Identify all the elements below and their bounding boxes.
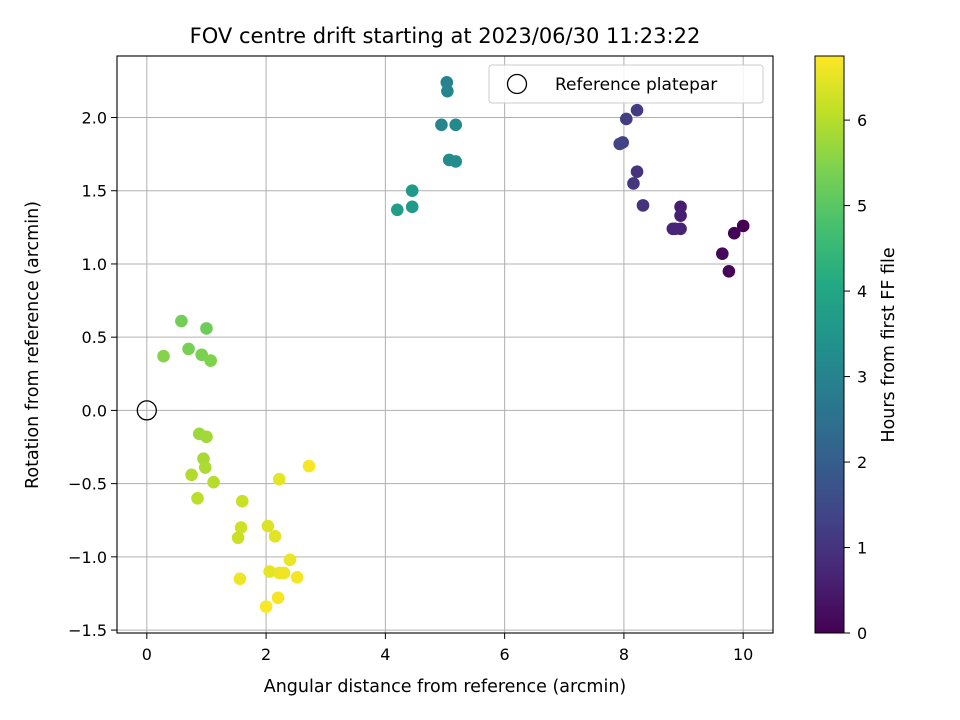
x-axis-label: Angular distance from reference (arcmin) <box>264 677 627 697</box>
data-point <box>277 566 291 580</box>
data-point <box>200 322 213 335</box>
y-tick-label: 1.5 <box>82 182 107 201</box>
data-point <box>630 165 644 178</box>
colorbar: 0 1 2 3 4 5 6 Hours from first FF file <box>814 55 899 643</box>
colorbar-label: Hours from first FF file <box>879 247 899 442</box>
legend-box <box>488 64 764 104</box>
data-point <box>390 203 404 217</box>
legend: Reference platepar <box>488 64 764 104</box>
reference-platepar-marker <box>136 400 157 421</box>
data-point <box>636 199 650 212</box>
data-point <box>263 565 276 578</box>
data-point <box>272 472 286 486</box>
x-tick-label: 0 <box>142 645 152 664</box>
data-point <box>441 84 454 98</box>
data-point <box>198 461 212 474</box>
colorbar-tick-label: 6 <box>857 111 867 130</box>
data-point <box>261 519 275 533</box>
legend-marker-icon <box>506 73 528 95</box>
grid-lines <box>117 56 773 633</box>
data-point <box>613 137 627 151</box>
data-point <box>405 200 419 214</box>
x-tick-label: 10 <box>733 645 753 664</box>
data-point <box>727 226 741 240</box>
data-point <box>716 247 729 261</box>
data-point <box>268 530 282 543</box>
colorbar-gradient <box>814 55 845 634</box>
colorbar-tick-label: 0 <box>857 624 867 643</box>
y-axis: −1.5 −1.0 −0.5 0.0 0.5 1.0 1.5 2.0 <box>68 109 117 640</box>
data-point <box>449 118 463 132</box>
legend-entry-reference-platepar: Reference platepar <box>555 75 717 95</box>
y-tick-label: 0.0 <box>82 401 107 420</box>
data-point <box>195 348 208 362</box>
data-point <box>157 349 170 363</box>
data-point <box>722 264 736 278</box>
x-tick-label: 2 <box>261 645 271 664</box>
colorbar-tick-label: 2 <box>857 453 867 472</box>
x-tick-label: 4 <box>380 645 390 664</box>
y-tick-label: −1.5 <box>68 621 107 640</box>
colorbar-ticks: 0 1 2 3 4 5 6 <box>844 111 867 643</box>
data-point <box>200 430 213 444</box>
data-point <box>204 354 217 367</box>
data-point <box>185 468 198 482</box>
x-axis: 0 2 4 6 8 10 <box>142 633 753 664</box>
data-point <box>259 600 273 613</box>
plot-frame <box>116 55 774 634</box>
data-point <box>207 475 220 489</box>
data-point <box>674 200 687 214</box>
data-point <box>283 553 297 567</box>
data-point <box>449 155 463 168</box>
chart-title: FOV centre drift starting at 2023/06/30 … <box>190 24 701 48</box>
y-axis-label: Rotation from reference (arcmin) <box>23 201 43 489</box>
data-point <box>627 177 640 190</box>
colorbar-tick-label: 3 <box>857 368 867 387</box>
colorbar-tick-label: 4 <box>857 282 867 301</box>
data-point <box>182 342 195 356</box>
y-tick-label: −0.5 <box>68 475 107 494</box>
data-point <box>736 219 750 233</box>
data-point <box>271 591 285 605</box>
data-point <box>233 572 247 586</box>
x-tick-label: 8 <box>619 645 629 664</box>
data-points <box>136 76 750 613</box>
data-point <box>234 521 248 534</box>
data-point <box>191 491 204 505</box>
y-tick-label: −1.0 <box>68 548 107 567</box>
data-point <box>630 103 644 117</box>
data-point <box>619 112 633 126</box>
data-point <box>231 531 245 545</box>
colorbar-tick-label: 5 <box>857 197 867 216</box>
data-point <box>435 118 448 132</box>
data-point <box>405 184 419 198</box>
colorbar-tick-label: 1 <box>857 539 867 558</box>
data-point <box>674 209 687 222</box>
y-tick-label: 1.0 <box>82 255 107 274</box>
y-tick-label: 0.5 <box>82 328 107 347</box>
data-point <box>290 571 304 584</box>
data-point <box>302 459 316 473</box>
data-point <box>668 222 682 236</box>
y-tick-label: 2.0 <box>82 109 107 128</box>
data-point <box>235 494 249 508</box>
x-tick-label: 6 <box>500 645 510 664</box>
data-point <box>175 314 188 328</box>
